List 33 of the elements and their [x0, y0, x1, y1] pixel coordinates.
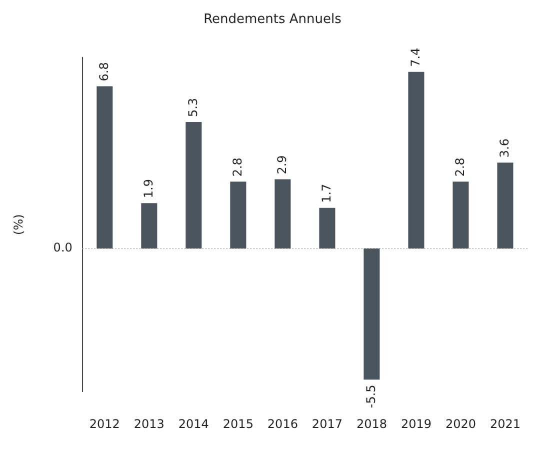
data-label: 3.6: [497, 138, 512, 158]
x-tick-label: 2019: [400, 416, 432, 431]
data-label: 1.7: [319, 184, 334, 203]
bar: [274, 179, 291, 248]
bar: [186, 122, 202, 248]
bar: [364, 248, 380, 380]
bar: [230, 182, 246, 248]
data-label: 1.9: [141, 179, 156, 198]
x-tick-label: 2012: [89, 416, 120, 431]
ref-line-label: 0.0: [53, 240, 72, 255]
x-tick-label: 2020: [445, 416, 476, 431]
chart-title: Rendements Annuels: [204, 12, 342, 28]
data-label: 2.8: [230, 158, 244, 177]
x-tick-label: 2017: [312, 416, 342, 431]
x-tick-label: 2021: [490, 416, 521, 431]
bar: [96, 86, 113, 248]
bar: [497, 162, 514, 248]
data-label: 7.4: [408, 48, 422, 67]
x-tick-label: 2013: [134, 416, 164, 431]
x-tick-label: 2018: [356, 416, 387, 431]
bar: [408, 72, 424, 248]
x-tick-label: 2015: [222, 416, 254, 431]
x-tick-label: 2016: [267, 416, 298, 431]
bar: [141, 203, 158, 248]
bar: [319, 208, 336, 248]
data-label: 2.8: [452, 158, 467, 177]
data-label: 6.8: [96, 62, 111, 82]
data-label: 2.9: [274, 155, 289, 174]
data-label: -5.5: [364, 384, 378, 408]
data-label: 5.3: [186, 98, 200, 118]
bar: [452, 182, 469, 248]
x-tick-label: 2014: [178, 416, 209, 431]
y-axis-title: (%): [11, 214, 26, 235]
